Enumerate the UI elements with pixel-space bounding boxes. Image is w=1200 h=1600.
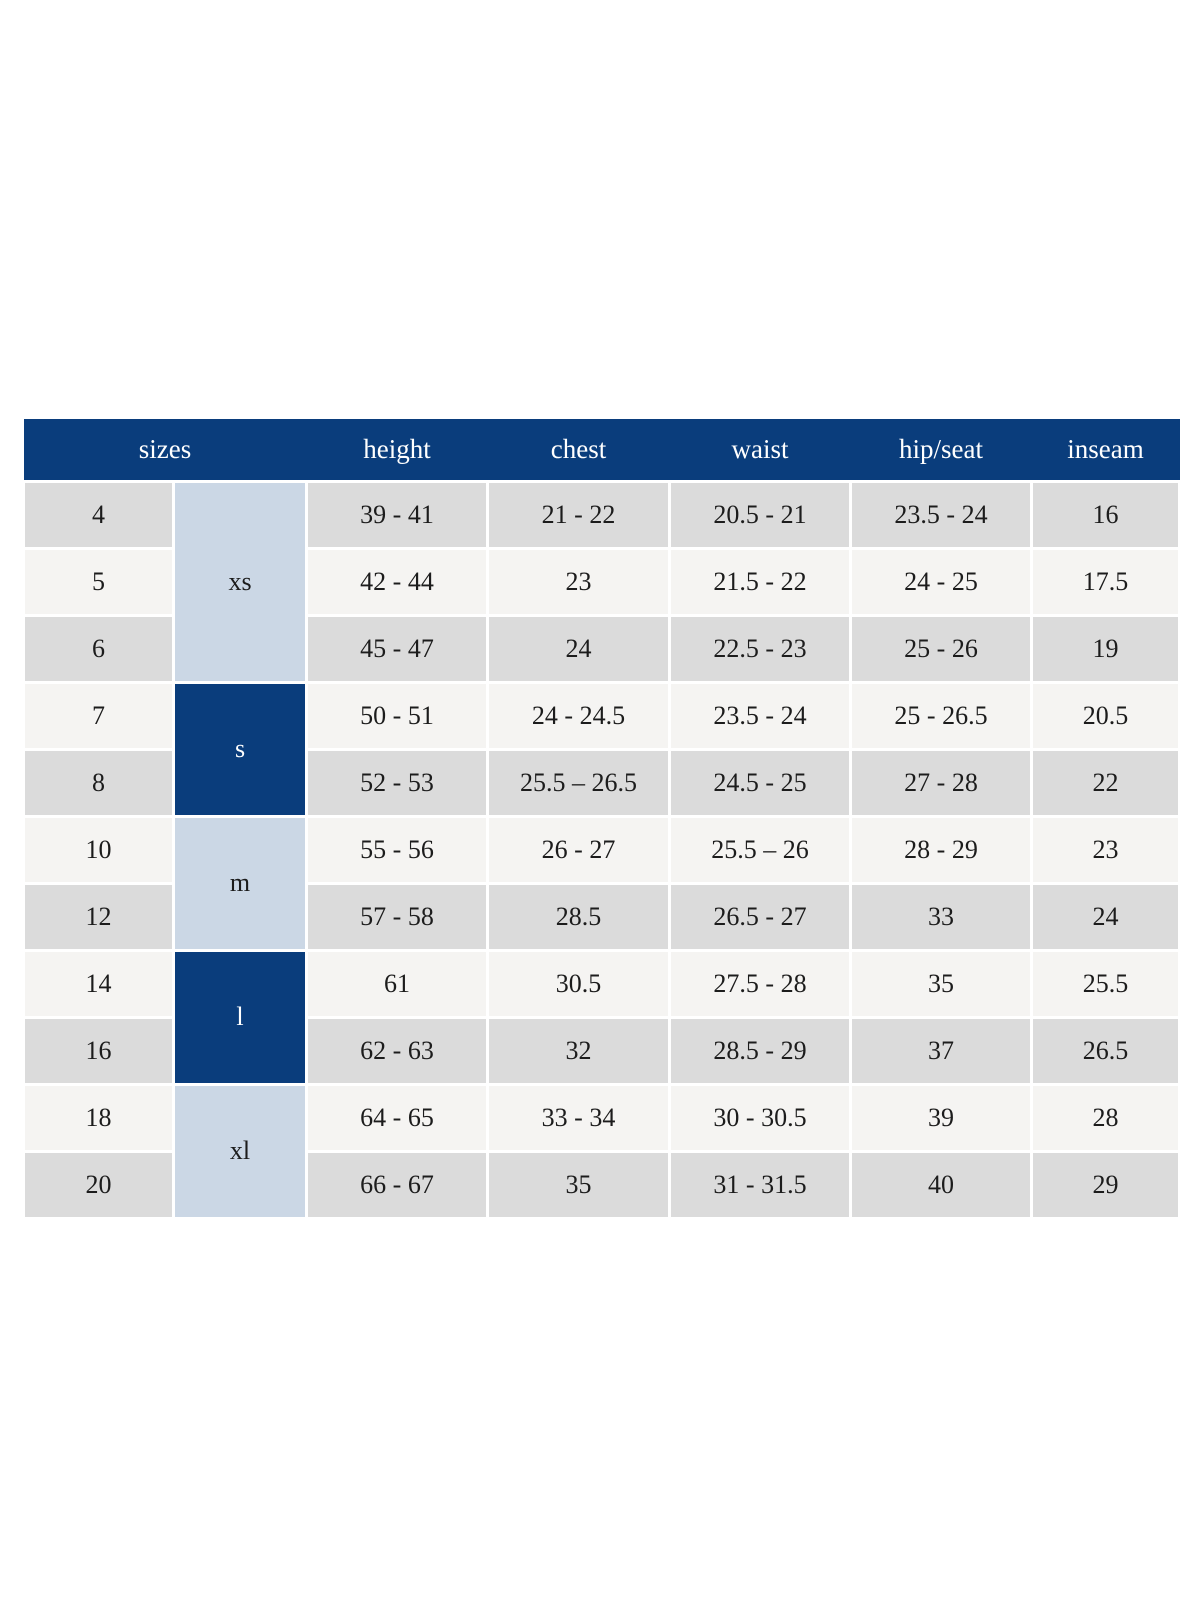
height-cell: 42 - 44	[305, 546, 490, 617]
table-row: 5 42 - 44 23 21.5 - 22 24 - 25 17.5	[22, 546, 1182, 617]
hip-seat-cell: 35	[849, 948, 1034, 1019]
waist-cell: 25.5 – 26	[668, 814, 853, 885]
height-cell: 66 - 67	[305, 1149, 490, 1220]
chest-cell: 32	[486, 1015, 672, 1086]
chest-cell: 28.5	[486, 881, 672, 952]
table-row: 14 l 61 30.5 27.5 - 28 35 25.5	[22, 948, 1182, 1086]
size-group-cell-s: s	[171, 680, 309, 818]
waist-cell: 20.5 - 21	[668, 479, 853, 550]
size-number-cell: 12	[22, 881, 175, 952]
table-row: 18 xl 64 - 65 33 - 34 30 - 30.5 39 28	[22, 1082, 1182, 1220]
chest-cell: 24	[486, 613, 672, 684]
size-number-cell: 18	[22, 1082, 175, 1153]
table-row: 4 xs 39 - 41 21 - 22 20.5 - 21 23.5 - 24…	[22, 479, 1182, 684]
hip-seat-cell: 28 - 29	[849, 814, 1034, 885]
inseam-cell: 28	[1030, 1082, 1182, 1153]
header-sizes: sizes	[23, 419, 307, 481]
hip-seat-cell: 27 - 28	[849, 747, 1034, 818]
height-cell: 62 - 63	[305, 1015, 490, 1086]
inseam-cell: 20.5	[1030, 680, 1182, 751]
waist-cell: 21.5 - 22	[668, 546, 853, 617]
waist-cell: 23.5 - 24	[668, 680, 853, 751]
chest-cell: 21 - 22	[486, 479, 672, 550]
table-row: 8 52 - 53 25.5 – 26.5 24.5 - 25 27 - 28 …	[22, 747, 1182, 818]
size-number-cell: 8	[22, 747, 175, 818]
header-inseam: inseam	[1031, 419, 1180, 481]
table-row: 10 m 55 - 56 26 - 27 25.5 – 26 28 - 29 2…	[22, 814, 1182, 952]
inseam-cell: 24	[1030, 881, 1182, 952]
inseam-cell: 19	[1030, 613, 1182, 684]
size-number-cell: 10	[22, 814, 175, 885]
hip-seat-cell: 23.5 - 24	[849, 479, 1034, 550]
header-row: sizes height chest waist hip/seat inseam	[23, 419, 1180, 481]
table-row: 20 66 - 67 35 31 - 31.5 40 29	[22, 1149, 1182, 1220]
height-cell: 61	[305, 948, 490, 1019]
waist-cell: 24.5 - 25	[668, 747, 853, 818]
hip-seat-cell: 39	[849, 1082, 1034, 1153]
chest-cell: 35	[486, 1149, 672, 1220]
height-cell: 64 - 65	[305, 1082, 490, 1153]
height-cell: 55 - 56	[305, 814, 490, 885]
waist-cell: 28.5 - 29	[668, 1015, 853, 1086]
size-group-cell-m: m	[171, 814, 309, 952]
waist-cell: 30 - 30.5	[668, 1082, 853, 1153]
height-cell: 57 - 58	[305, 881, 490, 952]
header-chest: chest	[487, 419, 670, 481]
inseam-cell: 22	[1030, 747, 1182, 818]
header-hip-seat: hip/seat	[850, 419, 1032, 481]
waist-cell: 22.5 - 23	[668, 613, 853, 684]
header-height: height	[306, 419, 488, 481]
chest-cell: 25.5 – 26.5	[486, 747, 672, 818]
hip-seat-cell: 33	[849, 881, 1034, 952]
chest-cell: 26 - 27	[486, 814, 672, 885]
inseam-cell: 29	[1030, 1149, 1182, 1220]
inseam-cell: 26.5	[1030, 1015, 1182, 1086]
height-cell: 50 - 51	[305, 680, 490, 751]
inseam-cell: 17.5	[1030, 546, 1182, 617]
height-cell: 45 - 47	[305, 613, 490, 684]
table-row: 6 45 - 47 24 22.5 - 23 25 - 26 19	[22, 613, 1182, 684]
inseam-cell: 23	[1030, 814, 1182, 885]
chest-cell: 30.5	[486, 948, 672, 1019]
size-group-cell-xs: xs	[171, 479, 309, 684]
size-number-cell: 6	[22, 613, 175, 684]
hip-seat-cell: 40	[849, 1149, 1034, 1220]
header-waist: waist	[669, 419, 851, 481]
height-cell: 39 - 41	[305, 479, 490, 550]
waist-cell: 26.5 - 27	[668, 881, 853, 952]
table-row: 7 s 50 - 51 24 - 24.5 23.5 - 24 25 - 26.…	[22, 680, 1182, 818]
chest-cell: 33 - 34	[486, 1082, 672, 1153]
chest-cell: 23	[486, 546, 672, 617]
size-number-cell: 4	[22, 479, 175, 550]
size-number-cell: 7	[22, 680, 175, 751]
table-row: 12 57 - 58 28.5 26.5 - 27 33 24	[22, 881, 1182, 952]
chest-cell: 24 - 24.5	[486, 680, 672, 751]
hip-seat-cell: 37	[849, 1015, 1034, 1086]
inseam-cell: 25.5	[1030, 948, 1182, 1019]
hip-seat-cell: 24 - 25	[849, 546, 1034, 617]
size-number-cell: 20	[22, 1149, 175, 1220]
size-chart-table: sizes height chest waist hip/seat inseam…	[22, 419, 1182, 1220]
height-cell: 52 - 53	[305, 747, 490, 818]
waist-cell: 27.5 - 28	[668, 948, 853, 1019]
size-number-cell: 16	[22, 1015, 175, 1086]
size-number-cell: 14	[22, 948, 175, 1019]
size-number-cell: 5	[22, 546, 175, 617]
hip-seat-cell: 25 - 26.5	[849, 680, 1034, 751]
size-group-cell-xl: xl	[171, 1082, 309, 1220]
hip-seat-cell: 25 - 26	[849, 613, 1034, 684]
table-row: 16 62 - 63 32 28.5 - 29 37 26.5	[22, 1015, 1182, 1086]
size-group-cell-l: l	[171, 948, 309, 1086]
waist-cell: 31 - 31.5	[668, 1149, 853, 1220]
inseam-cell: 16	[1030, 479, 1182, 550]
